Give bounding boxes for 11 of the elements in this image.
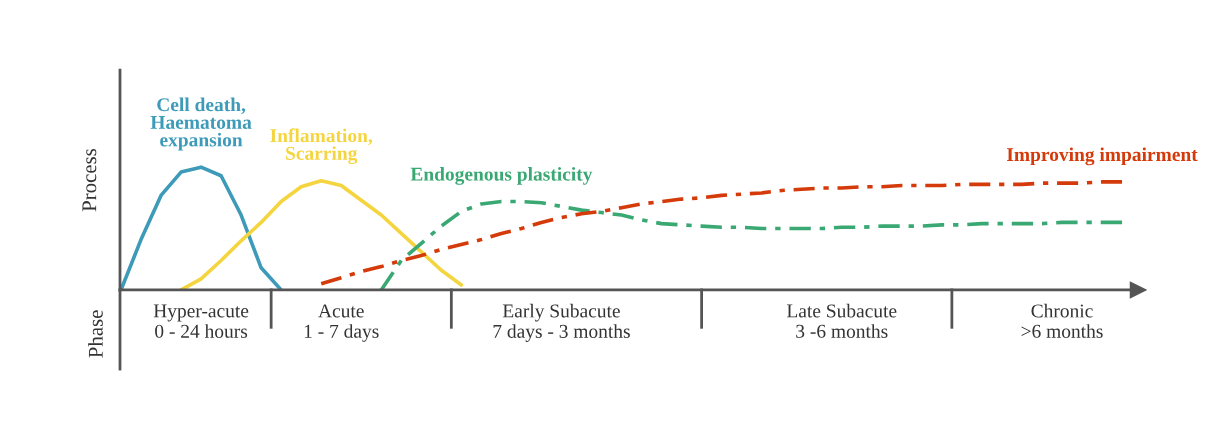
x-tick-label: Early Subacute 7 days - 3 months bbox=[493, 303, 630, 342]
series-label: Endogenous plasticity bbox=[410, 167, 593, 185]
series-label: Improving impairment bbox=[1006, 147, 1198, 166]
y-axis-title: Process bbox=[82, 148, 97, 212]
series-label: Inflamation, Scarring bbox=[270, 128, 373, 164]
x-tick-label: Chronic >6 months bbox=[1021, 303, 1103, 338]
x-tick-label: Acute 1 - 7 days bbox=[304, 304, 379, 342]
x-tick-label: Hyper-acute 0 - 24 hours bbox=[153, 304, 249, 338]
x-tick-label: Late Subacute 3 -6 months bbox=[786, 303, 897, 338]
text: Phase bbox=[88, 310, 103, 358]
series-label: Cell death, Haematoma expansion bbox=[150, 97, 252, 151]
